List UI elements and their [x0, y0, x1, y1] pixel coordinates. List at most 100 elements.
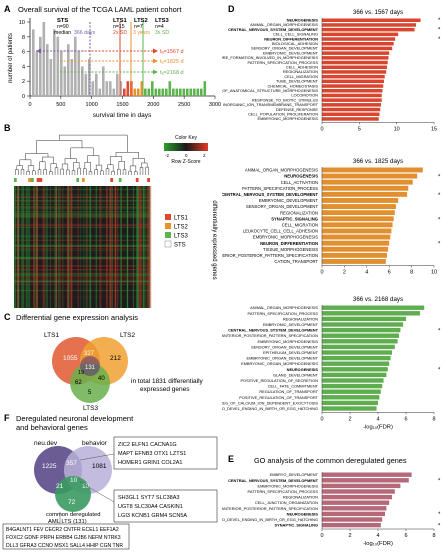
- histogram-bar: [35, 51, 39, 96]
- go-term-bar: [322, 65, 387, 69]
- histogram-bar: [74, 36, 77, 96]
- chart-title: 366 vs. 1825 days: [353, 158, 403, 165]
- histogram-bar: [70, 59, 74, 96]
- go-term-bar: [322, 489, 395, 494]
- go-term-label: CELL_POPULATION_PROLIFERATION: [248, 112, 318, 117]
- histogram-bar: [203, 81, 207, 96]
- go-term-bar: [322, 500, 390, 505]
- histogram-bar: [63, 66, 67, 96]
- go-term-label: ANIMAL_ORGAN_MORPHOGENESIS: [250, 22, 318, 27]
- panel-d-letter: D: [228, 4, 235, 14]
- go-term-bar: [322, 70, 387, 74]
- panel-c-letter: C: [4, 312, 11, 322]
- go-term-label: GLAND_DEVELOPMENT: [273, 372, 319, 377]
- go-term-bar: [322, 472, 412, 477]
- sample-group-cell: [19, 178, 23, 182]
- go-term-label: CELL_FATE_COMMITMENT: [268, 384, 319, 389]
- chart-366-vs-2168: 366 vs. 2168 days ANIMAL_ORGAN_MORPHOGENE…: [208, 296, 441, 430]
- histogram-bar: [56, 36, 60, 96]
- go-term-bar: [322, 389, 381, 394]
- gene-box-1-line-3: HOMER1 GRIN1 COL2A1: [118, 460, 183, 466]
- histogram-bar: [182, 88, 186, 96]
- histogram-bar: [98, 88, 102, 96]
- panel-f-title-1: Deregulated neuronal development: [16, 414, 134, 423]
- sample-group-cell: [96, 178, 99, 182]
- common-label-1: common deregulated: [46, 512, 100, 518]
- panel-a-y-ticks: 0 2 4 6 8 10: [19, 20, 30, 100]
- go-term-bar: [322, 216, 394, 222]
- go-term-bar: [322, 234, 391, 240]
- panel-f: F Deregulated neuronal development and b…: [0, 412, 222, 550]
- histogram-bar: [179, 88, 182, 96]
- color-key-title: Color Key: [175, 135, 197, 141]
- lts3-rule: 3x SD: [155, 30, 169, 36]
- go-term-bar: [322, 185, 409, 191]
- legend-swatch-lts1: [165, 214, 171, 220]
- star-marker: *: [438, 368, 441, 374]
- sample-group-cell: [56, 178, 60, 182]
- histogram-bar: [46, 44, 49, 96]
- go-term-bar: [322, 32, 399, 37]
- x-tick-label: 6: [404, 416, 407, 422]
- go-term-bar: [322, 327, 401, 333]
- sample-group-cell: [127, 178, 131, 182]
- sample-group-cell: [130, 178, 133, 182]
- venn-f-10-center: 10: [70, 477, 78, 484]
- legend-lts1: LTS1: [174, 216, 189, 222]
- gene-box-3-line-3: DLL3 GFRA3 CCNO MSX1 SALL4 HHIP CGN TNR: [6, 543, 123, 549]
- go-term-label: NEURON_DIFFERENTIATION: [264, 36, 318, 41]
- heatmap-side-label: differentially expressed genes: [211, 200, 217, 279]
- sample-group-cell: [50, 178, 54, 182]
- gene-box-3-line-2: FOXC2 GDNF PRPH ERBB4 GJB6 NEFM NTRK3: [6, 535, 121, 541]
- venn-f-10-right: 10: [82, 483, 90, 490]
- star-marker: *: [438, 37, 441, 43]
- histogram-bar: [123, 88, 126, 96]
- histogram-bar: [102, 66, 105, 96]
- x-tick-label: 0: [320, 126, 323, 132]
- panel-a-survival-histogram: A Overall survival of the TCGA LAML pati…: [4, 4, 221, 119]
- histogram-bar: [91, 81, 95, 96]
- sample-group-cell: [113, 178, 116, 182]
- histogram-bar: [168, 81, 172, 96]
- y-tick-label: 6: [22, 50, 25, 56]
- go-term-label: PATTERN_SPECIFICATION_PROCESS: [248, 311, 319, 316]
- go-term-label: SENSORY_ORGAN_DEVELOPMENT: [251, 344, 319, 349]
- histogram-bar: [151, 81, 154, 96]
- star-marker: *: [438, 242, 441, 248]
- go-term-bar: [322, 406, 377, 411]
- x-tick-label: 15: [431, 126, 437, 132]
- color-key-tick-high: 2: [203, 153, 206, 158]
- panel-e-title: GO analysis of the common deregulated ge…: [254, 456, 407, 465]
- sample-group-cell: [62, 178, 65, 182]
- go-term-bar: [322, 18, 421, 22]
- go-term-bar: [322, 84, 384, 88]
- histogram-bar: [193, 88, 196, 96]
- color-key: Color Key -2 0 2 Row Z-Score: [164, 135, 208, 165]
- x-tick-label: 4: [365, 270, 368, 276]
- y-tick-label: 4: [22, 64, 25, 70]
- go-term-bar: [322, 103, 381, 107]
- go-term-label: NEUROGENESIS: [287, 367, 319, 372]
- sample-group-cell: [104, 178, 108, 182]
- x-axis-label: -log₁₀(FDR): [363, 424, 393, 430]
- sample-group-cell: [16, 178, 20, 182]
- go-term-bar: [322, 191, 408, 197]
- histogram-bar: [165, 88, 168, 96]
- go-term-bar: [322, 89, 383, 93]
- sample-group-cell: [99, 178, 102, 182]
- lts1-rule: 2x SD: [113, 30, 127, 36]
- go-term-label: ANIMAL_ORGAN_MORPHOGENESIS: [245, 168, 318, 173]
- star-marker: *: [438, 28, 441, 34]
- go-term-label: EMBRYONIC_DEVELOPMENT: [263, 322, 319, 327]
- venn-c-label-lts3: LTS3: [83, 405, 98, 412]
- sts-median: median: [54, 30, 71, 36]
- histogram-bar: [161, 88, 165, 96]
- go-term-label: CENTRAL_NERVOUS_SYSTEM_DEVELOPMENT: [228, 27, 318, 32]
- sample-group-cell: [79, 178, 82, 182]
- go-term-label: REGIONALIZATION: [283, 69, 318, 74]
- go-term-label: DEFENSE_RESPONSE: [276, 107, 319, 112]
- venn-f-357: 357: [66, 460, 77, 467]
- go-term-label: INORGANIC_ION_TRANSMEMBRANE_TRANSPORT: [223, 102, 319, 107]
- go-term-label: EMBRYO_DEVEL_ENDING_IN_BIRTH_OR_EGG_HATC…: [222, 517, 318, 522]
- histogram-bar: [116, 73, 119, 96]
